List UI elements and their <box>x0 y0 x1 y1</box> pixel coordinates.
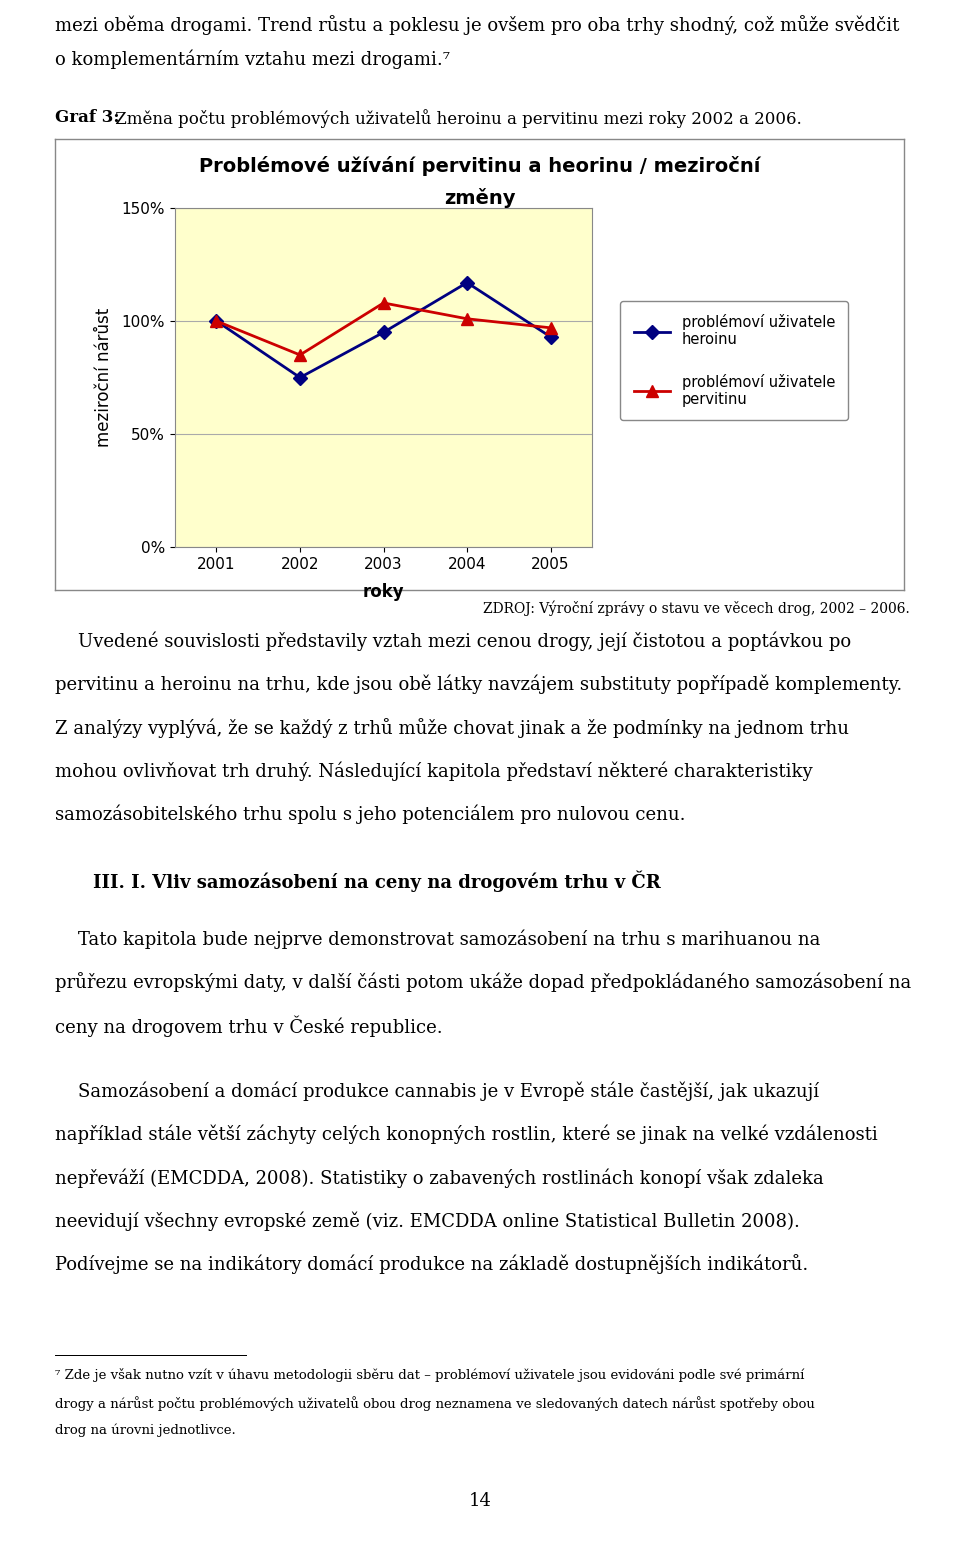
Text: Graf 3:: Graf 3: <box>55 109 119 126</box>
Text: nepřeváží (EMCDDA, 2008). Statistiky o zabavených rostlinách konopí však zdaleka: nepřeváží (EMCDDA, 2008). Statistiky o z… <box>55 1168 824 1188</box>
Legend: problémoví uživatele
heroinu, problémoví uživatele
pervitinu: problémoví uživatele heroinu, problémoví… <box>620 300 849 421</box>
Text: III. I. Vliv samozásobení na ceny na drogovém trhu v ČR: III. I. Vliv samozásobení na ceny na dro… <box>93 871 660 892</box>
Text: Samozásobení a domácí produkce cannabis je v Evropě stále častější, jak ukazují: Samozásobení a domácí produkce cannabis … <box>55 1082 819 1102</box>
Text: ZDROJ: Výroční zprávy o stavu ve věcech drog, 2002 – 2006.: ZDROJ: Výroční zprávy o stavu ve věcech … <box>483 601 910 616</box>
Text: změny: změny <box>444 188 516 208</box>
Text: průřezu evropskými daty, v další části potom ukáže dopad předpokládaného samozás: průřezu evropskými daty, v další části p… <box>55 972 911 992</box>
Text: pervitinu a heroinu na trhu, kde jsou obě látky navzájem substituty popřípadě ko: pervitinu a heroinu na trhu, kde jsou ob… <box>55 675 902 695</box>
Text: mohou ovlivňovat trh druhý. Následující kapitola představí některé charakteristi: mohou ovlivňovat trh druhý. Následující … <box>55 761 812 781</box>
Text: ceny na drogovem trhu v České republice.: ceny na drogovem trhu v České republice. <box>55 1016 443 1037</box>
Text: Podívejme se na indikátory domácí produkce na základě dostupnějších indikátorů.: Podívejme se na indikátory domácí produk… <box>55 1254 808 1274</box>
Text: drog na úrovni jednotlivce.: drog na úrovni jednotlivce. <box>55 1424 235 1438</box>
Text: například stále větší záchyty celých konopných rostlin, které se jinak na velké : například stále větší záchyty celých kon… <box>55 1125 877 1145</box>
Text: Problémové užívání pervitinu a heorinu / meziroční: Problémové užívání pervitinu a heorinu /… <box>200 156 760 176</box>
Y-axis label: meziroční nárůst: meziroční nárůst <box>95 308 113 447</box>
Text: o komplementárním vztahu mezi drogami.⁷: o komplementárním vztahu mezi drogami.⁷ <box>55 49 449 69</box>
Text: drogy a nárůst počtu problémových uživatelů obou drog neznamena ve sledovaných d: drogy a nárůst počtu problémových uživat… <box>55 1396 815 1412</box>
Text: Změna počtu problémových uživatelů heroinu a pervitinu mezi roky 2002 a 2006.: Změna počtu problémových uživatelů heroi… <box>110 109 803 128</box>
Text: mezi oběma drogami. Trend růstu a poklesu je ovšem pro oba trhy shodný, což může: mezi oběma drogami. Trend růstu a pokles… <box>55 15 900 35</box>
Text: samozásobitelského trhu spolu s jeho potenciálem pro nulovou cenu.: samozásobitelského trhu spolu s jeho pot… <box>55 804 685 824</box>
Text: 14: 14 <box>468 1492 492 1510</box>
Text: Z analýzy vyplývá, že se každý z trhů může chovat jinak a že podmínky na jednom : Z analýzy vyplývá, že se každý z trhů mů… <box>55 718 849 738</box>
X-axis label: roky: roky <box>363 582 404 601</box>
Text: Uvedené souvislosti představily vztah mezi cenou drogy, její čistotou a poptávko: Uvedené souvislosti představily vztah me… <box>55 632 851 652</box>
Text: neevidují všechny evropské země (viz. EMCDDA online Statistical Bulletin 2008).: neevidují všechny evropské země (viz. EM… <box>55 1211 800 1231</box>
Text: ⁷ Zde je však nutno vzít v úhavu metodologii sběru dat – problémoví uživatele js: ⁷ Zde je však nutno vzít v úhavu metodol… <box>55 1368 804 1382</box>
Text: Tato kapitola bude nejprve demonstrovat samozásobení na trhu s marihuanou na: Tato kapitola bude nejprve demonstrovat … <box>55 929 820 949</box>
